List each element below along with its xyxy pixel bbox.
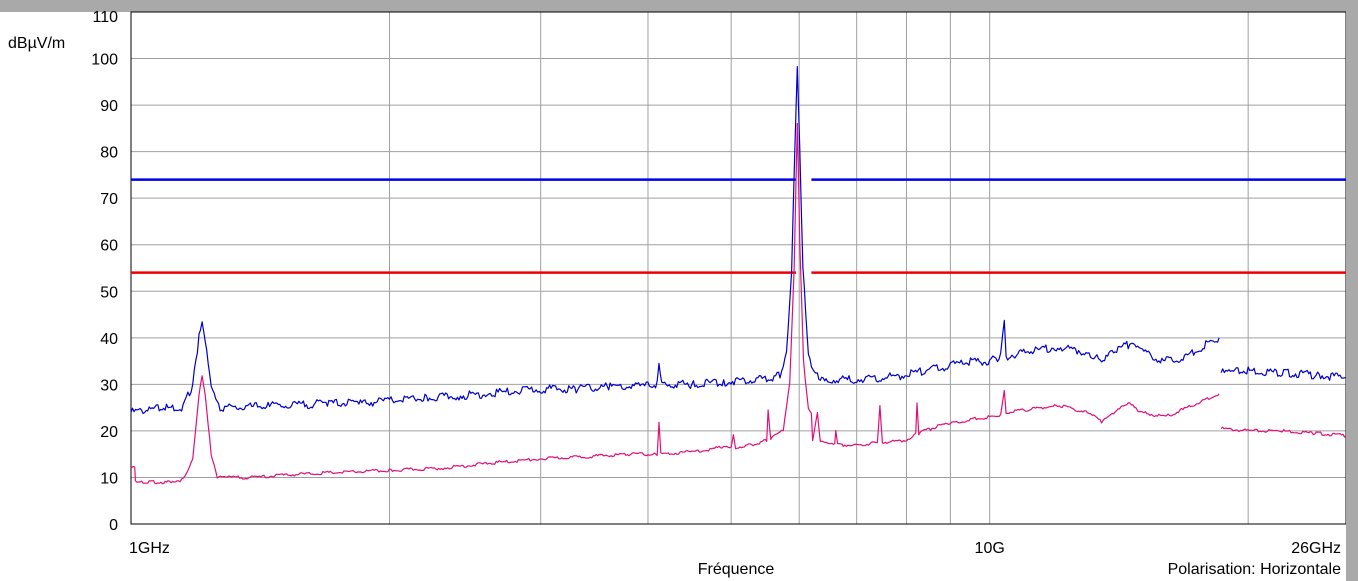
x-tick-label: 10G <box>975 540 1005 557</box>
plot-border <box>130 11 1346 525</box>
y-tick-label: 20 <box>100 424 118 441</box>
x-tick-label: 1GHz <box>129 540 170 557</box>
x-axis-label: Fréquence <box>698 561 775 578</box>
y-tick-label: 0 <box>109 517 118 534</box>
polarisation-annotation: Polarisation: Horizontale <box>1168 561 1342 578</box>
x-tick-label: 26GHz <box>1291 540 1341 557</box>
series-line <box>1220 366 1346 381</box>
series-line <box>130 65 1220 415</box>
y-tick-label: 100 <box>91 52 118 69</box>
y-tick-label: 10 <box>100 470 118 487</box>
x-tick-labels: 1GHz 10G 26GHz <box>129 540 1341 557</box>
y-tick-label: 60 <box>100 238 118 255</box>
window-frame-right <box>1346 0 1358 581</box>
y-tick-label: 50 <box>100 284 118 301</box>
series-line <box>130 122 1220 485</box>
series-line <box>1220 426 1346 438</box>
y-tick-label: 70 <box>100 191 118 208</box>
window-frame-top <box>0 0 1358 12</box>
grid-layer <box>130 11 1346 525</box>
series-layer <box>130 65 1346 485</box>
y-tick-label: 80 <box>100 145 118 162</box>
y-tick-label: 90 <box>100 98 118 115</box>
y-tick-label: 110 <box>92 9 118 26</box>
y-tick-labels: 0 10 20 30 40 50 60 70 80 90 100 110 <box>91 9 118 534</box>
y-tick-label: 30 <box>100 377 118 394</box>
y-tick-label: 40 <box>100 331 118 348</box>
y-axis-label: dBµV/m <box>8 35 65 52</box>
limit-lines <box>131 178 1346 274</box>
